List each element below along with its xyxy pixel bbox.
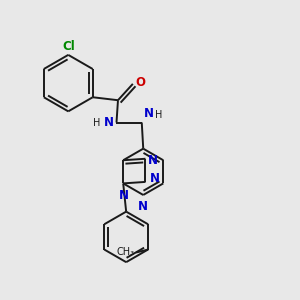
Text: N: N xyxy=(150,172,160,185)
Text: N: N xyxy=(148,154,158,167)
Text: H: H xyxy=(155,110,163,120)
Text: N: N xyxy=(104,116,114,129)
Text: N: N xyxy=(119,189,129,202)
Text: O: O xyxy=(136,76,146,89)
Text: CH₃: CH₃ xyxy=(116,248,135,257)
Text: Cl: Cl xyxy=(62,40,75,53)
Text: N: N xyxy=(138,200,148,213)
Text: H: H xyxy=(93,118,100,128)
Text: N: N xyxy=(144,107,154,120)
